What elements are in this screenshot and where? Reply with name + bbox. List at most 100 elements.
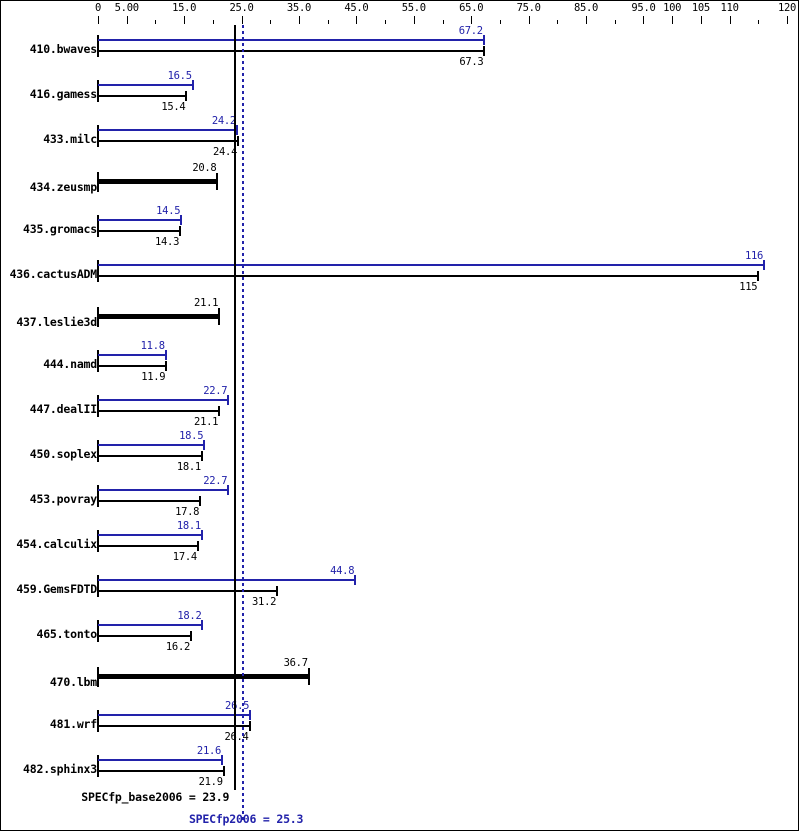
row-axis-stub xyxy=(97,530,99,552)
x-axis-tick-label: 110 xyxy=(720,2,739,14)
benchmark-name-label: 416.gamess xyxy=(29,87,97,101)
peak-value-label: 18.2 xyxy=(177,610,202,622)
peak-value-label: 18.1 xyxy=(176,520,201,532)
row-axis-stub xyxy=(97,260,99,282)
x-axis-tick-label: 25.0 xyxy=(229,2,254,14)
x-axis-major-tick xyxy=(298,16,300,24)
peak-bar xyxy=(98,444,205,446)
benchmark-name-label: 447.dealII xyxy=(29,402,97,416)
x-axis-minor-tick xyxy=(155,20,157,24)
peak-bar-cap xyxy=(763,260,766,270)
row-axis-stub xyxy=(97,80,99,102)
base-bar-cap xyxy=(200,451,203,461)
base-bar xyxy=(98,410,220,412)
base-value-label: 36.7 xyxy=(283,657,308,669)
peak-bar xyxy=(98,354,166,356)
row-axis-stub xyxy=(97,350,99,372)
base-bar-cap xyxy=(199,496,202,506)
row-axis-stub xyxy=(97,125,99,147)
peak-value-label: 14.5 xyxy=(156,205,181,217)
base-bar xyxy=(98,95,187,97)
benchmark-row: 447.dealII 22.7 21.1 xyxy=(1,385,798,430)
x-axis: 0 5.00 15.0 25.0 35.0 45.0 55.0 65.0 75.0 85.0 95.… xyxy=(1,1,798,25)
peak-value-label: 16.5 xyxy=(167,70,192,82)
peak-value-label: 21.6 xyxy=(196,745,222,757)
x-axis-tick-label: 120 xyxy=(777,2,797,14)
x-axis-tick-label: 35.0 xyxy=(286,2,311,14)
benchmark-row: 436.cactusADM 116 115 xyxy=(1,250,798,295)
benchmark-row: 410.bwaves 67.2 67.3 xyxy=(1,25,798,70)
row-axis-stub xyxy=(97,710,99,732)
base-bar-cap xyxy=(196,541,199,551)
peak-value-label: 22.7 xyxy=(203,475,228,487)
peak-bar-cap xyxy=(221,755,224,765)
x-axis-tick-label: 65.0 xyxy=(459,2,484,14)
peak-bar-cap xyxy=(235,125,238,135)
peak-value-label: 67.2 xyxy=(458,25,483,37)
x-axis-minor-tick xyxy=(385,20,387,24)
peak-bar-cap xyxy=(180,215,183,225)
peak-bar-cap xyxy=(201,620,204,630)
benchmark-name-label: 433.milc xyxy=(43,132,97,146)
base-bar-cap xyxy=(276,586,279,596)
x-axis-minor-tick xyxy=(327,20,329,24)
row-axis-stub xyxy=(97,215,99,237)
base-bar-cap xyxy=(218,308,221,325)
x-axis-major-tick xyxy=(729,16,731,24)
base-value-label: 21.1 xyxy=(194,416,219,428)
base-bar xyxy=(98,635,191,637)
base-value-label: 11.9 xyxy=(141,371,166,383)
peak-bar xyxy=(98,39,484,41)
base-mean-label: SPECfp_base2006 = 23.9 xyxy=(81,790,230,804)
x-axis-minor-tick xyxy=(442,20,444,24)
benchmark-name-label: 436.cactusADM xyxy=(9,267,98,281)
benchmark-name-label: 434.zeusmp xyxy=(29,180,97,194)
base-bar-cap xyxy=(222,766,225,776)
peak-bar-cap xyxy=(164,350,167,360)
base-bar xyxy=(98,50,485,52)
base-bar xyxy=(98,455,202,457)
x-axis-major-tick xyxy=(672,16,674,24)
x-axis-tick-label: 105 xyxy=(691,2,710,14)
x-axis-major-tick xyxy=(586,16,588,24)
x-axis-tick-label: 55.0 xyxy=(401,2,426,14)
base-value-label: 21.1 xyxy=(194,297,219,309)
peak-bar xyxy=(98,579,356,581)
base-bar xyxy=(98,365,167,367)
peak-value-label: 26.5 xyxy=(225,700,250,712)
benchmark-row: 450.soplex 18.5 18.1 xyxy=(1,430,798,475)
benchmark-name-label: 481.wrf xyxy=(49,717,97,731)
base-bar xyxy=(98,140,239,142)
peak-value-label: 22.7 xyxy=(203,385,228,397)
row-axis-stub xyxy=(97,575,99,597)
peak-value-label: 24.2 xyxy=(211,115,236,127)
x-axis-minor-tick xyxy=(270,20,272,24)
peak-value-label: 18.5 xyxy=(179,430,204,442)
plot-area: 410.bwaves 67.2 67.3 416.gamess 16.5 15.4 433.… xyxy=(1,25,798,788)
x-axis-major-tick xyxy=(700,16,702,24)
peak-bar-cap xyxy=(354,575,357,585)
peak-value-label: 44.8 xyxy=(330,565,355,577)
peak-bar-cap xyxy=(482,35,485,45)
x-axis-major-tick xyxy=(787,16,788,24)
base-value-label: 21.9 xyxy=(198,776,223,788)
peak-value-label: 116 xyxy=(744,250,764,262)
row-axis-stub xyxy=(97,485,99,507)
x-axis-minor-tick xyxy=(758,20,760,24)
x-axis-major-tick xyxy=(356,16,358,24)
base-value-label: 115 xyxy=(739,281,758,293)
base-bar xyxy=(98,674,309,679)
base-bar-cap xyxy=(165,361,168,371)
benchmark-row: 435.gromacs 14.5 14.3 xyxy=(1,205,798,250)
x-axis-major-tick xyxy=(98,16,99,24)
benchmark-name-label: 437.leslie3d xyxy=(16,315,97,329)
benchmark-row: 481.wrf 26.5 26.4 xyxy=(1,700,798,745)
peak-value-label: 11.8 xyxy=(140,340,165,352)
base-bar-cap xyxy=(248,721,251,731)
base-bar xyxy=(98,314,220,319)
x-axis-minor-tick xyxy=(212,20,214,24)
base-bar-cap xyxy=(307,668,310,685)
base-value-label: 16.2 xyxy=(165,641,190,653)
x-axis-major-tick xyxy=(528,16,530,24)
row-axis-stub xyxy=(97,395,99,417)
